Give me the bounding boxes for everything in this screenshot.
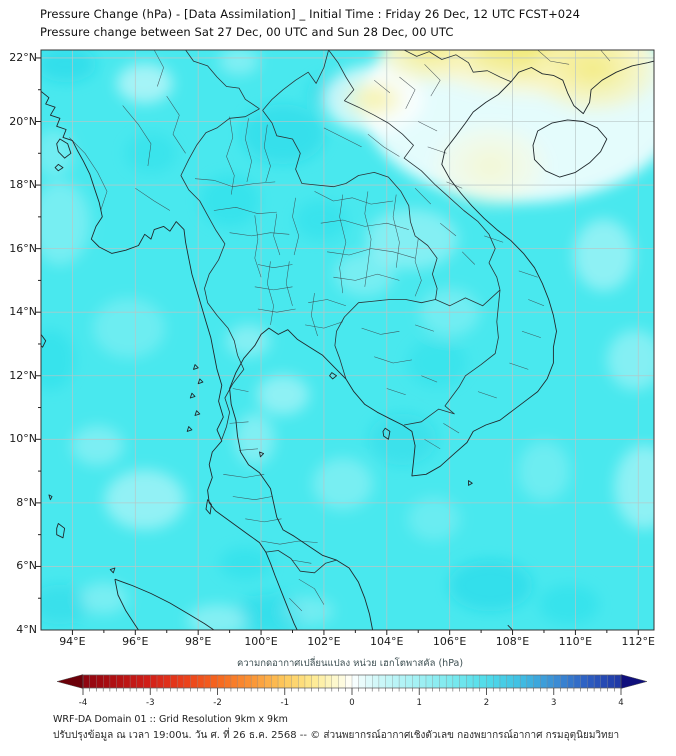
colorbar-tick-label: 3 bbox=[551, 698, 556, 708]
y-axis-tick-label: 6°N bbox=[16, 559, 37, 573]
y-axis-tick-label: 4°N bbox=[16, 623, 37, 636]
page-subtitle: Pressure change between Sat 27 Dec, 00 U… bbox=[40, 25, 454, 39]
colorbar-tick-label: 2 bbox=[484, 698, 489, 708]
pressure-change-map bbox=[36, 49, 655, 635]
x-axis-tick-label: 104°E bbox=[370, 635, 404, 648]
colorbar-tick-label: -4 bbox=[79, 698, 87, 708]
x-axis-tick-label: 94°E bbox=[59, 635, 86, 648]
y-axis-tick-label: 12°N bbox=[9, 368, 37, 382]
y-axis-tick-label: 22°N bbox=[9, 50, 37, 64]
colorbar-tick-label: -3 bbox=[146, 698, 154, 708]
x-axis-tick-label: 102°E bbox=[307, 635, 341, 648]
y-axis-tick-label: 10°N bbox=[9, 432, 37, 446]
colorbar-tick-label: 0 bbox=[349, 698, 354, 708]
colorbar-label: ความกดอากาศเปลี่ยนแปลง หน่วย เฮกโตพาสคัล… bbox=[236, 658, 464, 669]
colorbar: -4 -3 -2 -1 0 1 2 3 4 bbox=[56, 674, 648, 708]
colorbar-tick-label: -1 bbox=[281, 698, 289, 708]
y-axis-tick-label: 16°N bbox=[9, 241, 37, 255]
colorbar-tick-label: 4 bbox=[618, 698, 623, 708]
footer-update-info: ปรับปรุงข้อมูล ณ เวลา 19:00น. วัน ศ. ที่… bbox=[53, 730, 620, 741]
y-axis-tick-label: 18°N bbox=[9, 178, 37, 192]
x-axis-tick-label: 112°E bbox=[621, 635, 655, 648]
colorbar-tick-label: -2 bbox=[213, 698, 221, 708]
colorbar-tick-label: 1 bbox=[417, 698, 422, 708]
x-axis-tick-label: 108°E bbox=[495, 635, 530, 648]
footer-domain-info: WRF-DA Domain 01 :: Grid Resolution 9km … bbox=[53, 714, 288, 725]
page-title: Pressure Change (hPa) - [Data Assimilati… bbox=[40, 7, 581, 21]
x-axis-tick-label: 96°E bbox=[122, 635, 149, 648]
x-axis-tick-label: 100°E bbox=[244, 635, 278, 648]
y-axis-tick-label: 8°N bbox=[16, 495, 37, 509]
x-axis-tick-label: 110°E bbox=[558, 635, 593, 648]
x-axis-tick-label: 98°E bbox=[184, 635, 212, 648]
x-axis-tick-label: 106°E bbox=[432, 635, 467, 648]
y-axis-tick-label: 14°N bbox=[9, 305, 37, 319]
y-axis-tick-label: 20°N bbox=[9, 114, 37, 128]
